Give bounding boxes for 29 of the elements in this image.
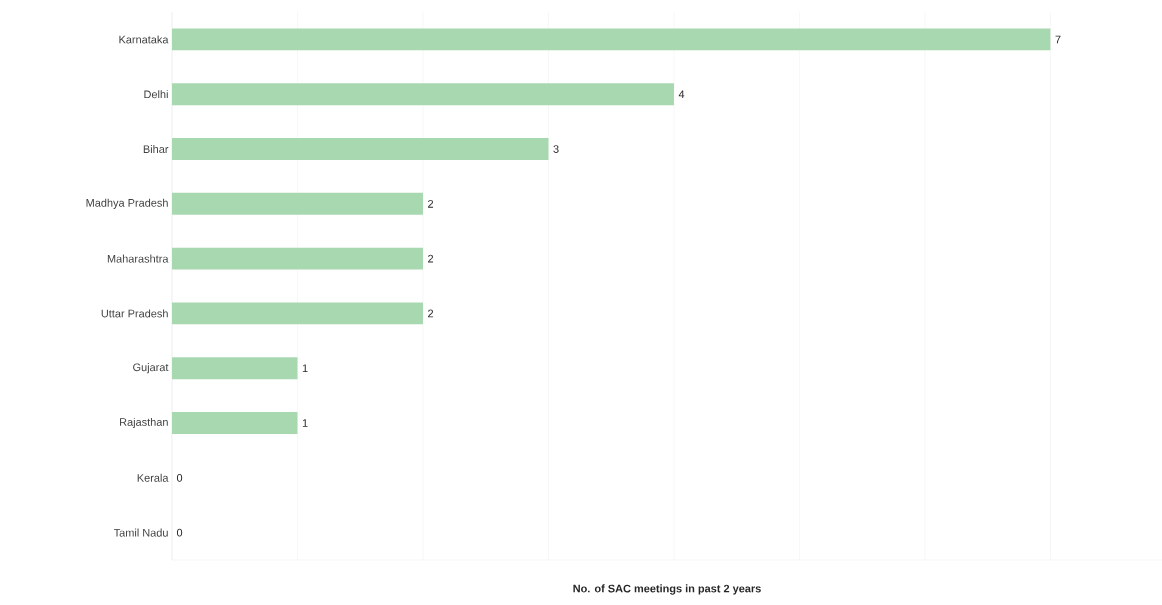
bar: [172, 83, 674, 106]
bar: [172, 412, 298, 434]
data-label: 1: [302, 364, 308, 372]
y-tick-label: Delhi: [144, 90, 168, 99]
bar: [172, 247, 423, 270]
data-label: 4: [678, 90, 685, 98]
y-tick-label: Karnataka: [119, 35, 169, 44]
y-tick-label: Madhya Pradesh: [86, 198, 168, 209]
y-tick-label: Uttar Pradesh: [101, 309, 168, 318]
y-tick-label: Bihar: [143, 144, 169, 154]
y-tick-label: Tamil Nadu: [113, 528, 168, 537]
data-label: 1: [302, 419, 308, 427]
y-tick-label: Gujarat: [133, 363, 169, 374]
data-label: 2: [428, 309, 434, 318]
bar: [172, 138, 549, 160]
data-label: 3: [553, 145, 559, 153]
bar: [172, 28, 1051, 51]
data-label: 2: [428, 254, 434, 263]
y-tick-label: Maharashtra: [107, 254, 169, 263]
y-tick-label: Rajasthan: [120, 417, 168, 429]
data-label: 0: [176, 528, 183, 537]
data-label: 2: [428, 199, 434, 208]
data-label: 7: [1055, 35, 1061, 44]
bar: [172, 302, 423, 325]
y-tick-label: Kerala: [137, 473, 169, 482]
bar: [172, 192, 423, 215]
data-label: 0: [176, 473, 183, 482]
bar: [172, 357, 298, 380]
x-axis-title: No. of SAC meetings in past 2 years: [573, 584, 761, 595]
